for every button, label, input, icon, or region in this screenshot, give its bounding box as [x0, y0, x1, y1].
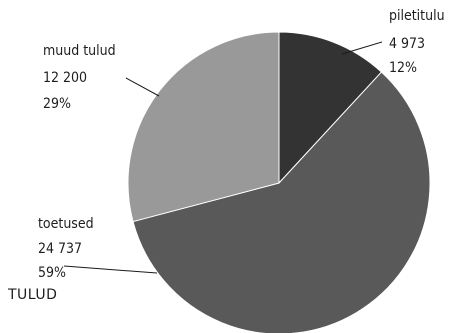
slice-label-toetused: toetused — [38, 216, 94, 232]
slice-label-muud-tulud: muud tulud — [43, 43, 116, 59]
slice-label-piletitulu: piletitulu — [389, 8, 445, 24]
leader-line-toetused — [63, 265, 158, 274]
chart-title: TULUD — [7, 287, 57, 303]
slice-percent-toetused: 59% — [38, 265, 66, 281]
pie-slice-piletitulu — [278, 31, 383, 185]
leader-line-piletitulu — [341, 41, 383, 55]
leader-line-muud-tulud — [125, 77, 160, 97]
slice-percent-muud-tulud: 29% — [43, 96, 71, 112]
pie-slice-muud-tulud — [127, 31, 280, 223]
pie-slice-toetused — [132, 71, 431, 333]
slice-value-muud-tulud: 12 200 — [43, 70, 87, 86]
pie-slices — [127, 31, 431, 333]
slice-value-toetused: 24 737 — [38, 241, 82, 257]
slice-percent-piletitulu: 12% — [389, 60, 417, 76]
slice-value-piletitulu: 4 973 — [389, 36, 425, 52]
